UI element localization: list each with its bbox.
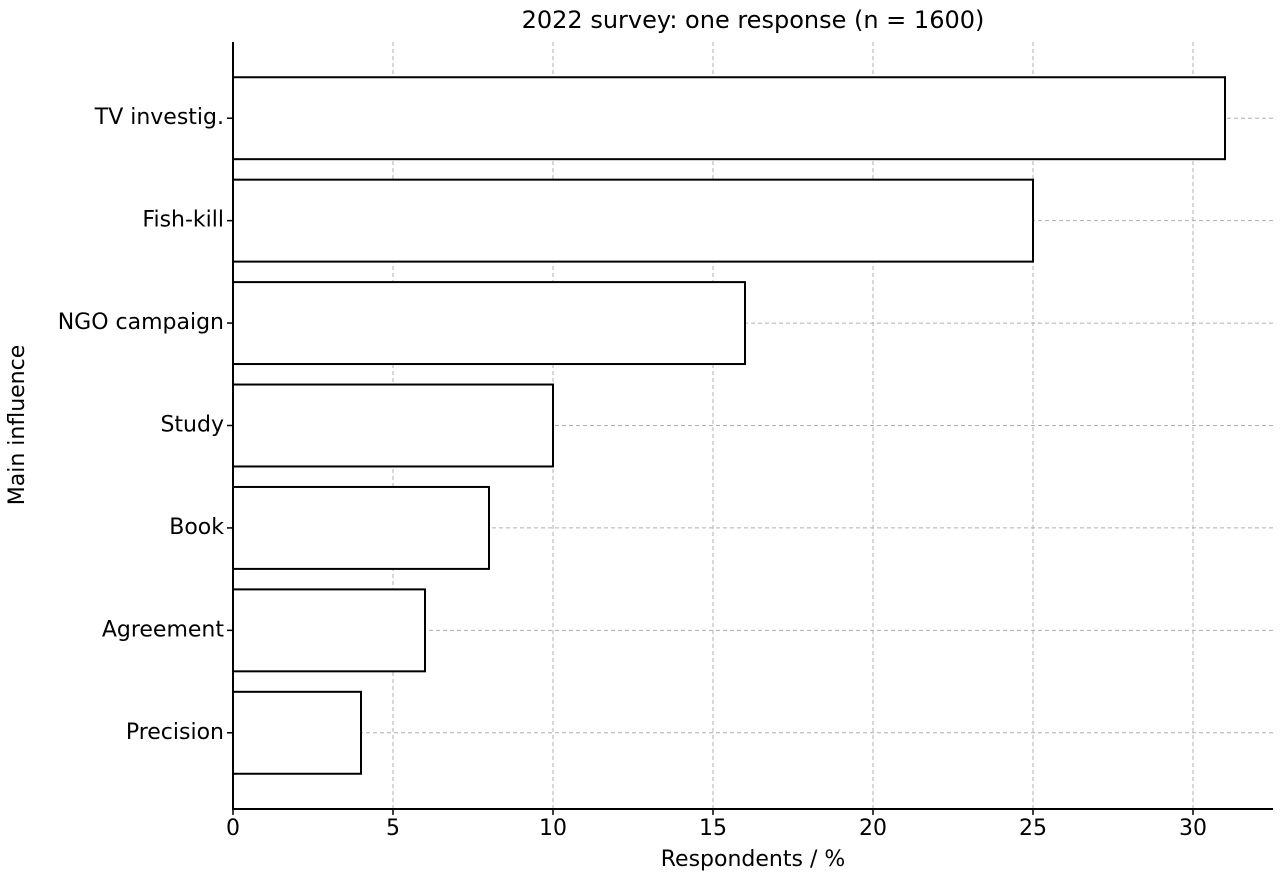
x-tick-label: 0 — [226, 816, 240, 841]
y-tick-label: Study — [160, 413, 224, 438]
bar — [232, 76, 1226, 161]
y-tick-label: Agreement — [102, 617, 225, 642]
bar — [232, 383, 554, 468]
bar — [232, 588, 426, 673]
bar — [232, 281, 746, 366]
y-tick-label: Fish-kill — [142, 208, 224, 233]
x-axis-label: Respondents / % — [661, 847, 846, 872]
bar — [232, 485, 490, 570]
chart-title: 2022 survey: one response (n = 1600) — [522, 6, 985, 34]
x-tick-label: 20 — [859, 816, 887, 841]
y-tick-label: NGO campaign — [58, 310, 224, 335]
y-axis-label: Main influence — [5, 345, 30, 505]
x-tick-label: 5 — [386, 816, 400, 841]
y-tick-label: TV investig. — [94, 105, 224, 130]
x-tick-label: 10 — [539, 816, 567, 841]
x-tick-label: 15 — [699, 816, 727, 841]
bar — [232, 178, 1034, 263]
y-tick-label: Book — [169, 515, 224, 540]
bar — [232, 690, 362, 775]
x-tick-label: 30 — [1179, 816, 1207, 841]
x-tick-label: 25 — [1019, 816, 1047, 841]
y-tick-label: Precision — [126, 720, 224, 745]
